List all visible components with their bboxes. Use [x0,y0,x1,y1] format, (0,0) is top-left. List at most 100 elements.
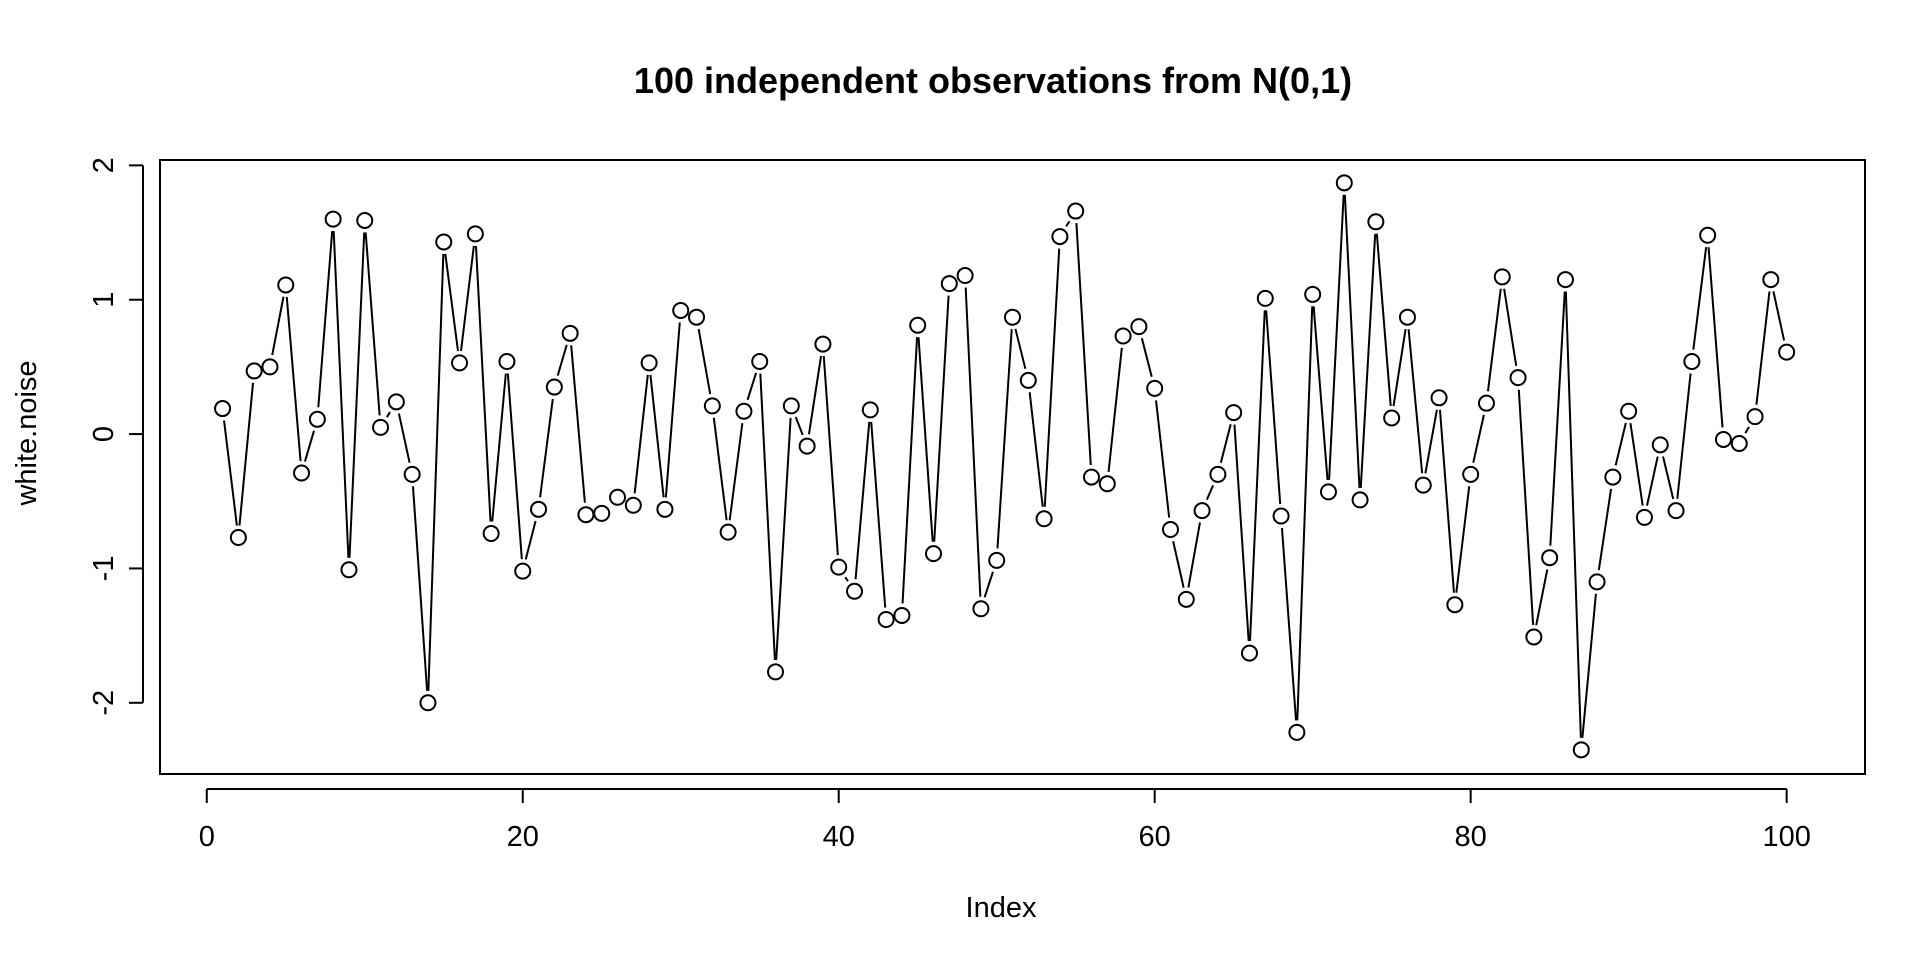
data-point [1462,465,1480,483]
series-segment [1249,310,1266,642]
data-point [735,402,753,420]
series-segment [411,486,429,691]
data-point [419,694,437,712]
series-segment [996,329,1013,549]
series-segment [1075,222,1092,466]
data-point [1114,327,1132,345]
data-point [1635,508,1653,526]
series-segment [1662,456,1675,500]
x-tick-label: 0 [199,821,215,853]
data-point [340,561,358,579]
data-point [656,500,674,518]
series-segment [1187,522,1201,588]
data-point [245,362,263,380]
data-point [830,558,848,576]
series-segment [1265,310,1282,505]
data-point [1541,549,1559,567]
data-point [1414,476,1432,494]
series-segment [1472,414,1485,463]
data-point [1019,371,1037,389]
y-axis: -2 -1 0 1 2 [88,157,144,716]
series-segment [1172,540,1185,588]
data-point [640,354,658,372]
data-point [293,464,311,482]
series-segment [712,417,728,521]
series-segment [1535,569,1549,626]
data-point [387,393,405,411]
data-point [577,506,595,524]
series-segment [664,322,681,498]
series-segment [917,337,934,542]
data-point [356,211,374,229]
data-point [561,324,579,342]
y-tick-label: -1 [88,556,120,582]
data-point [466,225,484,243]
data-point [1778,343,1796,361]
series-segment [1676,373,1692,499]
series-segment [1043,248,1061,507]
series-segment [1219,423,1232,464]
data-point [308,410,326,428]
data-point [482,525,500,543]
series-segment [1359,233,1377,488]
series-segment [1692,247,1708,350]
data-point [672,301,690,319]
series-segment [1486,288,1502,392]
data-point [1130,318,1148,336]
data-point [688,308,706,326]
series-segment [1312,306,1329,480]
plot-frame [159,159,1866,775]
series-segment [364,232,381,416]
data-point [1177,590,1195,608]
data-point [514,562,532,580]
data-point [751,353,769,371]
data-point [1430,389,1448,407]
series-segment [271,296,285,356]
series-segment [1438,409,1455,593]
data-point [1604,468,1622,486]
data-point [324,210,342,228]
series-segment [1549,291,1566,546]
series-segment [1564,291,1582,738]
data-point [1304,285,1322,303]
data-point [1161,520,1179,538]
x-tick-label: 100 [1762,821,1810,853]
series-points [214,174,1796,759]
data-point [498,353,516,371]
data-point [988,551,1006,569]
y-tick-label: 0 [88,426,120,442]
series-segment [1629,422,1644,506]
series-segment [746,372,758,401]
data-point [1082,468,1100,486]
data-point [1004,308,1021,326]
data-point [846,582,864,600]
data-point [1035,510,1053,528]
series-segment [933,295,950,542]
series-segment [822,355,839,556]
data-point [261,358,279,376]
data-point [893,606,911,624]
data-point [909,316,927,334]
series-segment [223,420,238,526]
data-point [1335,174,1353,192]
series-segment [348,232,366,558]
x-axis-label: Index [966,892,1037,924]
data-point [609,488,627,506]
series-segment [1744,426,1750,434]
data-point [1620,402,1638,420]
data-point [530,500,548,518]
series-segment [1065,220,1071,227]
series-segment [386,411,391,418]
series-segment [303,430,315,462]
data-point [767,663,785,681]
series-segment [539,398,554,498]
series-segment [460,245,475,352]
data-point [1146,379,1164,397]
series-segment [524,520,537,560]
x-tick-label: 20 [507,821,539,853]
data-point [1556,271,1574,289]
data-point [1351,491,1369,509]
series-segment [983,571,994,598]
x-axis: 0 20 40 60 80 100 [199,788,1811,853]
